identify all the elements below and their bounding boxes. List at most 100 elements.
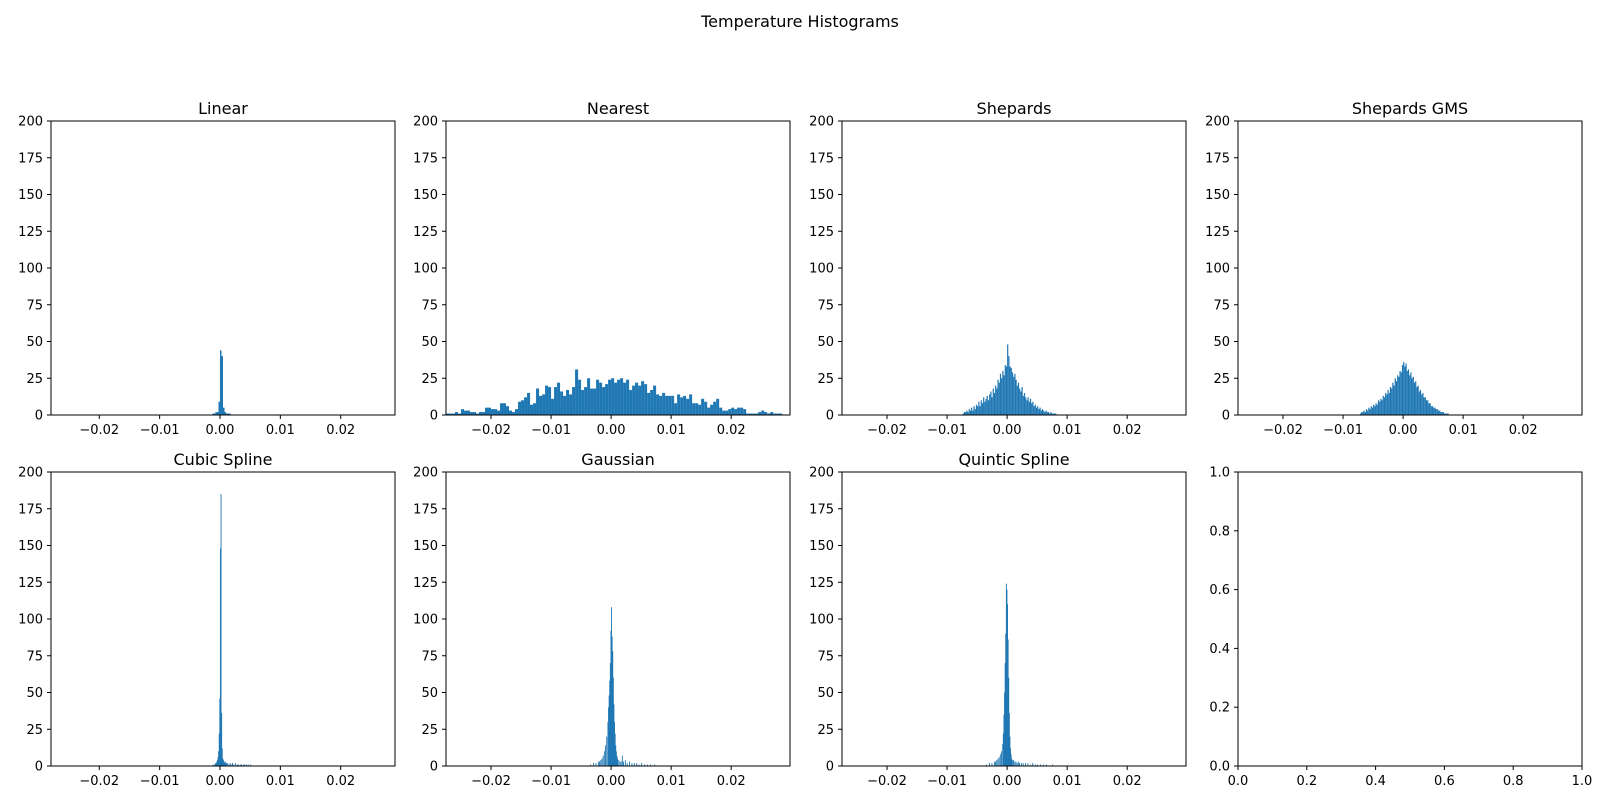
histogram-bar bbox=[731, 407, 735, 415]
histogram-bar bbox=[488, 407, 492, 415]
histogram-bar bbox=[615, 745, 617, 766]
histogram-bar bbox=[654, 764, 656, 766]
histogram-bar bbox=[1001, 751, 1002, 766]
histogram-bar bbox=[980, 400, 982, 415]
histogram-bar bbox=[1025, 397, 1027, 415]
histogram-bar bbox=[232, 763, 233, 766]
histogram-bar bbox=[963, 412, 966, 415]
histogram-bar bbox=[995, 761, 996, 766]
subplot-1: −0.02 −0.01 0.00 0.01 0.02 0 25 50 75 100 125 150 17… bbox=[18, 99, 396, 438]
y-tick-label: 125 bbox=[18, 225, 43, 240]
histogram-bar bbox=[1020, 763, 1022, 766]
histogram-bar bbox=[244, 764, 246, 766]
histogram-bar bbox=[626, 763, 628, 766]
x-tick-label: 0.02 bbox=[326, 774, 355, 789]
histogram-bar bbox=[962, 413, 964, 415]
histogram-bar bbox=[219, 698, 221, 766]
histogram-bar bbox=[624, 760, 626, 766]
histogram-bar bbox=[997, 758, 999, 766]
histogram-bar bbox=[1032, 763, 1034, 766]
x-tick-label: 0.8 bbox=[1503, 774, 1524, 789]
histogram-bar bbox=[521, 400, 525, 415]
histogram-bar bbox=[1425, 400, 1428, 415]
histogram-bar bbox=[653, 385, 657, 415]
histogram-bar bbox=[506, 406, 510, 415]
histogram-bar bbox=[635, 382, 639, 415]
histogram-bar bbox=[479, 412, 483, 415]
subplot-title: Nearest bbox=[587, 99, 649, 118]
histogram-bar bbox=[992, 388, 994, 415]
histogram-bar bbox=[1368, 407, 1370, 415]
histogram-bar bbox=[611, 607, 612, 766]
histogram-bar bbox=[1377, 400, 1380, 415]
histogram-bar bbox=[224, 761, 226, 766]
histogram-bar bbox=[1363, 410, 1365, 415]
histogram-bar bbox=[1383, 397, 1386, 415]
histogram-bar bbox=[1441, 412, 1443, 415]
subplot-8: 0.0 0.2 0.4 0.6 0.8 1.0 0.0 0.2 0.4 0.6 0.8 1.0 bbox=[1209, 466, 1592, 790]
y-tick-label: 100 bbox=[809, 262, 834, 277]
histogram-bar bbox=[225, 763, 227, 766]
histogram-bar bbox=[1007, 344, 1009, 415]
histogram-bar bbox=[242, 764, 244, 766]
histogram-bar bbox=[1005, 366, 1008, 415]
histogram-bar bbox=[1387, 390, 1389, 415]
histogram-bar bbox=[476, 413, 480, 415]
x-tick-label: −0.02 bbox=[79, 423, 119, 438]
histogram-bar bbox=[1405, 363, 1407, 415]
histogram-bar bbox=[1002, 743, 1004, 766]
histogram-bar bbox=[1025, 763, 1027, 766]
histogram-bar bbox=[647, 392, 651, 415]
histogram-bar bbox=[605, 745, 606, 766]
y-tick-label: 0.0 bbox=[1209, 760, 1230, 775]
histogram-bar bbox=[641, 381, 645, 415]
histogram-bar bbox=[698, 404, 702, 415]
y-tick-label: 75 bbox=[421, 649, 438, 664]
x-tick-label: 0.00 bbox=[1389, 423, 1418, 438]
histogram-bar bbox=[1002, 370, 1004, 415]
y-tick-label: 25 bbox=[817, 723, 834, 738]
histogram-bar bbox=[518, 401, 522, 415]
x-tick-label: −0.01 bbox=[531, 774, 571, 789]
histogram-bar bbox=[1428, 403, 1430, 415]
histogram-bar bbox=[1381, 400, 1383, 415]
histogram-bar bbox=[597, 761, 599, 766]
y-tick-label: 50 bbox=[26, 686, 43, 701]
histogram-bar bbox=[1016, 763, 1018, 766]
y-tick-label: 150 bbox=[809, 188, 834, 203]
histogram-bar bbox=[1413, 382, 1416, 415]
bars bbox=[590, 607, 656, 766]
histogram-bar bbox=[971, 407, 973, 415]
histogram-bar bbox=[737, 407, 741, 415]
y-tick-label: 175 bbox=[18, 151, 43, 166]
histogram-bar bbox=[674, 403, 678, 415]
histogram-bar bbox=[1010, 367, 1012, 415]
histogram-bar bbox=[636, 763, 638, 766]
histogram-bar bbox=[527, 392, 531, 415]
histogram-bar bbox=[608, 707, 609, 766]
x-tick-label: 0.02 bbox=[717, 423, 746, 438]
histogram-bar bbox=[683, 395, 687, 415]
histogram-bar bbox=[1055, 413, 1057, 415]
y-tick-label: 50 bbox=[421, 335, 438, 350]
x-tick-label: 0.00 bbox=[597, 423, 626, 438]
histogram-bar bbox=[536, 388, 540, 415]
histogram-bar bbox=[623, 761, 624, 766]
histogram-bar bbox=[999, 754, 1001, 766]
histogram-bar bbox=[247, 764, 249, 766]
y-tick-label: 200 bbox=[18, 466, 43, 481]
histogram-bar bbox=[1382, 395, 1384, 415]
histogram-bar bbox=[965, 412, 967, 415]
histogram-bar bbox=[1005, 633, 1007, 766]
y-tick-label: 0 bbox=[35, 760, 43, 775]
histogram-bar bbox=[533, 403, 537, 415]
histogram-bar bbox=[623, 382, 627, 415]
histogram-bar bbox=[221, 356, 223, 415]
histogram-bar bbox=[216, 761, 218, 766]
histogram-bar bbox=[1004, 663, 1006, 766]
y-tick-label: 25 bbox=[26, 372, 43, 387]
histogram-bar bbox=[219, 548, 221, 766]
subplot-5: −0.02 −0.01 0.00 0.01 0.02 0 25 50 75 100 125 150 17… bbox=[18, 450, 396, 789]
subplot-title: Linear bbox=[198, 99, 248, 118]
histogram-bar bbox=[993, 392, 996, 415]
